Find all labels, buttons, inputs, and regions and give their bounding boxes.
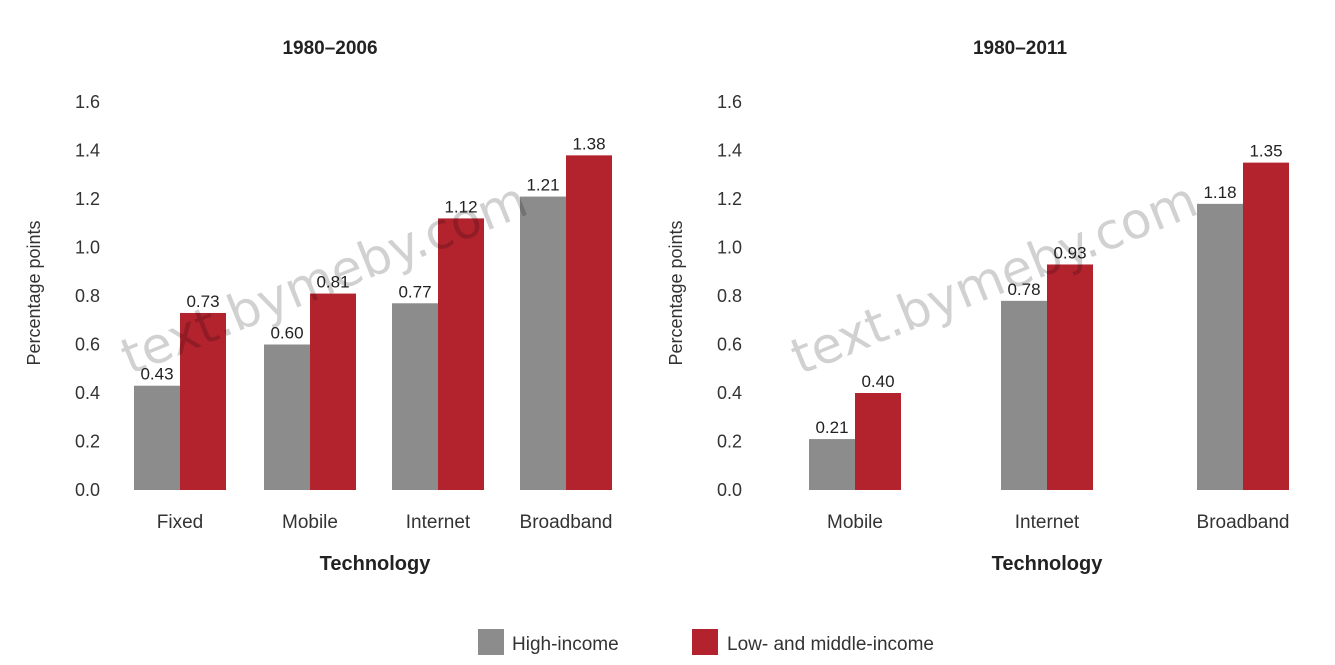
y-tick-label: 0.6 <box>717 335 742 355</box>
bar-value-label: 1.12 <box>444 197 477 216</box>
bar-low-middle-income <box>855 393 901 490</box>
bar-low-middle-income <box>180 312 226 490</box>
legend: High-income Low- and middle-income <box>478 629 934 655</box>
x-tick-label: Broadband <box>1197 512 1290 533</box>
y-tick-label: 1.2 <box>717 189 742 209</box>
legend-label-high-income: High-income <box>512 634 619 655</box>
y-axis-label: Percentage points <box>24 220 44 365</box>
bar-low-middle-income <box>1047 264 1093 490</box>
bar-value-label: 0.78 <box>1007 280 1040 299</box>
y-tick-label: 0.2 <box>717 432 742 452</box>
bar-value-label: 1.18 <box>1203 183 1236 202</box>
y-tick-label: 0.2 <box>75 432 100 452</box>
bar-value-label: 0.73 <box>186 292 219 311</box>
x-tick-label: Internet <box>406 512 471 533</box>
y-tick-label: 1.0 <box>717 238 742 258</box>
chart-panel-1980-2006: 1980–2006 Percentage points Technology 0… <box>24 38 612 575</box>
bar-value-label: 0.93 <box>1053 243 1086 262</box>
y-tick-label: 0.4 <box>75 383 100 403</box>
bar-value-label: 0.77 <box>398 282 431 301</box>
bar-high-income <box>1197 203 1243 490</box>
bar-value-label: 1.35 <box>1249 142 1282 161</box>
x-tick-label: Mobile <box>282 512 338 533</box>
y-tick-label: 1.4 <box>717 141 742 161</box>
bar-high-income <box>809 439 855 490</box>
bars: 0.43 0.73 0.60 0.81 0.77 1.12 1.21 1.38 <box>134 134 612 490</box>
y-tick-label: 1.6 <box>717 92 742 112</box>
bar-low-middle-income <box>438 218 484 490</box>
y-tick-label: 0.0 <box>75 480 100 500</box>
x-axis-label: Technology <box>320 553 432 575</box>
y-tick-label: 1.2 <box>75 189 100 209</box>
y-tick-label: 0.8 <box>717 286 742 306</box>
legend-swatch-low-middle-income <box>692 629 718 655</box>
x-tick-label: Internet <box>1015 512 1080 533</box>
y-axis-ticks: 0.0 0.2 0.4 0.6 0.8 1.0 1.2 1.4 1.6 <box>717 92 742 500</box>
chart-title: 1980–2006 <box>282 38 377 59</box>
bar-value-label: 1.21 <box>526 176 559 195</box>
chart-panel-1980-2011: 1980–2011 Percentage points Technology 0… <box>666 38 1289 575</box>
bar-high-income <box>392 303 438 490</box>
bar-value-label: 0.60 <box>270 324 303 343</box>
x-axis-label: Technology <box>992 553 1104 575</box>
x-axis-ticks: Fixed Mobile Internet Broadband <box>157 512 613 533</box>
bar-value-label: 0.43 <box>140 365 173 384</box>
bar-value-label: 0.40 <box>861 372 894 391</box>
y-tick-label: 0.6 <box>75 335 100 355</box>
bars: 0.21 0.40 0.78 0.93 1.18 1.35 <box>809 142 1289 490</box>
bar-high-income <box>1001 300 1047 490</box>
y-tick-label: 0.4 <box>717 383 742 403</box>
watermark: text.bymeby.com <box>783 170 1206 386</box>
y-tick-label: 0.0 <box>717 480 742 500</box>
y-tick-label: 1.4 <box>75 141 100 161</box>
bar-value-label: 1.38 <box>572 134 605 153</box>
bar-value-label: 0.21 <box>815 418 848 437</box>
x-tick-label: Mobile <box>827 512 883 533</box>
y-tick-label: 1.0 <box>75 238 100 258</box>
bar-high-income <box>134 385 180 490</box>
x-tick-label: Fixed <box>157 512 203 533</box>
bar-value-label: 0.81 <box>316 273 349 292</box>
bar-low-middle-income <box>566 155 612 490</box>
bar-low-middle-income <box>1243 162 1289 490</box>
y-tick-label: 1.6 <box>75 92 100 112</box>
legend-swatch-high-income <box>478 629 504 655</box>
bar-low-middle-income <box>310 293 356 490</box>
y-axis-ticks: 0.0 0.2 0.4 0.6 0.8 1.0 1.2 1.4 1.6 <box>75 92 100 500</box>
bar-high-income <box>264 344 310 490</box>
x-axis-ticks: Mobile Internet Broadband <box>827 512 1289 533</box>
x-tick-label: Broadband <box>520 512 613 533</box>
y-tick-label: 0.8 <box>75 286 100 306</box>
legend-label-low-middle-income: Low- and middle-income <box>727 634 934 655</box>
bar-high-income <box>520 196 566 490</box>
chart-title: 1980–2011 <box>973 38 1067 59</box>
y-axis-label: Percentage points <box>666 220 686 365</box>
